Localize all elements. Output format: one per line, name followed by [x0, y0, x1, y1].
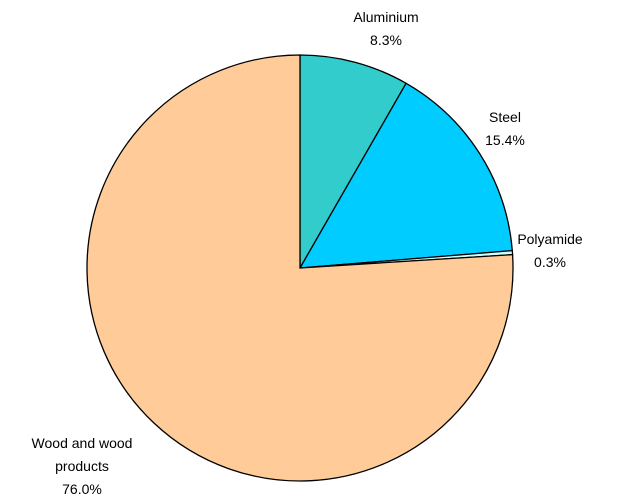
pie-slice: [298, 82, 513, 269]
slice-label: Polyamide 0.3%: [500, 228, 600, 274]
value-label: 8.3%: [370, 32, 402, 48]
category-label: Wood and wood products: [31, 435, 133, 474]
value-label: 0.3%: [534, 254, 566, 270]
slice-label: Steel 15.4%: [465, 106, 545, 152]
pie-slice: [86, 54, 514, 482]
category-label: Steel: [489, 109, 521, 125]
category-label: Aluminium: [353, 9, 419, 25]
pie-slice: [299, 54, 408, 271]
slice-label: Wood and wood products 76.0%: [12, 432, 152, 501]
value-label: 76.0%: [62, 481, 102, 497]
slice-label: Aluminium 8.3%: [326, 6, 446, 52]
value-label: 15.4%: [485, 132, 525, 148]
category-label: Polyamide: [517, 231, 583, 247]
